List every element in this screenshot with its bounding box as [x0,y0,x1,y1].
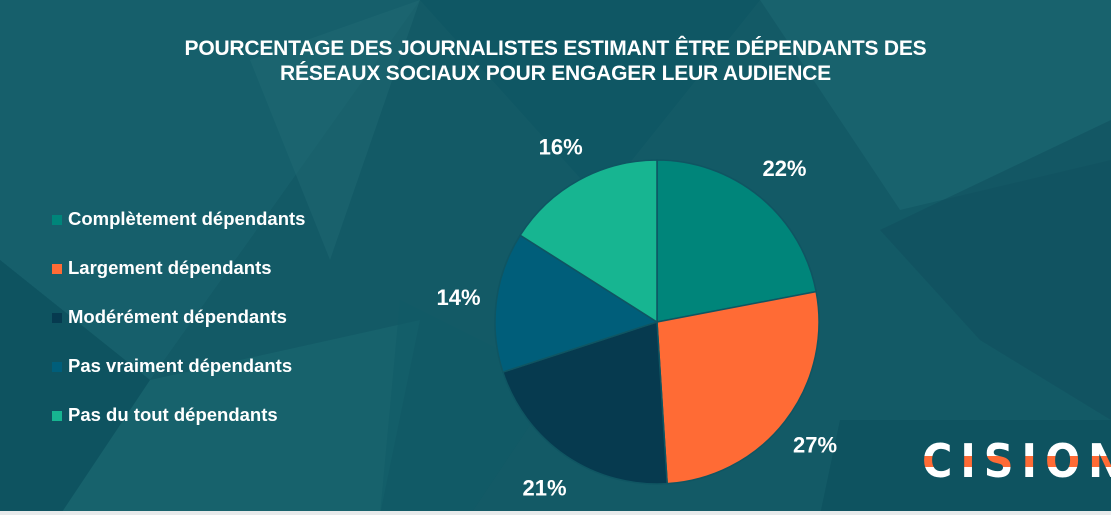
data-label-pas-vraiment: 14% [437,285,481,310]
legend-swatch [52,410,62,421]
chart-title: POURCENTAGE DES JOURNALISTES ESTIMANT ÊT… [0,36,1111,86]
cision-logo: CISION ® [922,437,1111,489]
legend-label: Complètement dépendants [68,207,306,229]
legend-swatch [52,361,62,372]
legend-item-moderement: Modérément dépendants [52,292,305,341]
pie-slice-largement [656,290,820,485]
legend-label: Pas du tout dépendants [68,403,278,425]
pie-slice-moderement [501,320,668,485]
logo-text: CISION [922,437,1111,485]
footer-bar [0,511,1111,515]
pie-slice-pas-vraiment [494,234,659,374]
chart-title-line-1: POURCENTAGE DES JOURNALISTES ESTIMANT ÊT… [184,37,927,60]
legend-item-pas-vraiment: Pas vraiment dépendants [52,341,305,390]
data-label-completement: 22% [762,156,806,181]
legend-label: Largement dépendants [68,256,272,278]
legend-item-largement: Largement dépendants [52,243,305,292]
legend-label: Modérément dépendants [68,305,287,327]
chart-legend: Complètement dépendants Largement dépend… [52,194,305,439]
legend-item-pas-du-tout: Pas du tout dépendants [52,390,305,439]
legend-swatch [52,263,62,274]
legend-swatch [52,312,62,323]
pie-slice-pas-du-tout [519,159,658,324]
legend-label: Pas vraiment dépendants [68,354,293,376]
data-label-largement: 27% [793,433,837,458]
legend-item-completement: Complètement dépendants [52,194,305,243]
legend-swatch [52,214,62,225]
chart-title-line-2: RÉSEAUX SOCIAUX POUR ENGAGER LEUR AUDIEN… [280,62,831,85]
data-label-moderement: 21% [523,475,567,500]
data-label-pas-du-tout: 16% [539,135,583,160]
pie-slice-completement [656,159,818,323]
